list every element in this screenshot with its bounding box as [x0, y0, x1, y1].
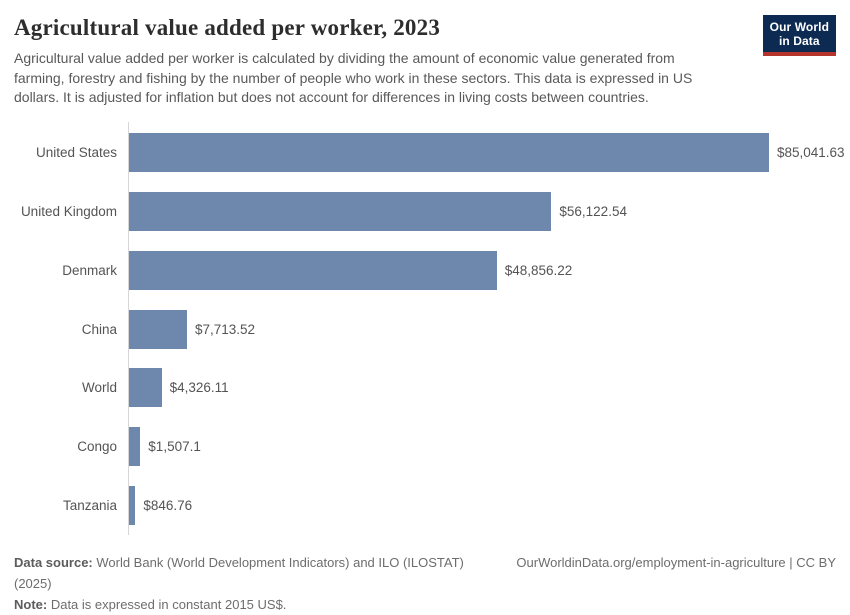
bar-area: $56,122.54 — [129, 192, 836, 232]
bar-value-label: $846.76 — [143, 497, 193, 513]
bar-chart: United States $85,041.63 United Kingdom $56… — [14, 121, 845, 535]
bar-row: United Kingdom $56,122.54 — [14, 182, 836, 241]
bar-category-label: World — [81, 380, 117, 396]
bar-rect[interactable] — [129, 485, 136, 525]
footer-note-row: Note: Data is expressed in constant 2015… — [14, 594, 836, 615]
owid-logo: Our World in Data — [762, 15, 836, 56]
note-label: Note: — [14, 596, 48, 612]
bar-row: Congo $1,507.1 — [14, 417, 836, 476]
chart-subtitle: Agricultural value added per worker is c… — [14, 50, 693, 105]
bar-area: $7,713.52 — [129, 309, 836, 349]
header: Agricultural value added per worker, 202… — [14, 13, 836, 108]
bar-value-label: $56,122.54 — [559, 204, 627, 220]
bar-rect[interactable] — [129, 250, 497, 290]
chart-page: Agricultural value added per worker, 202… — [0, 13, 850, 615]
bar-area: $48,856.22 — [129, 250, 836, 290]
bar-category-label: United Kingdom — [20, 204, 117, 220]
note-value: Data is expressed in constant 2015 US$. — [47, 596, 287, 612]
bar-rect[interactable] — [129, 133, 769, 173]
bar-category-label: Denmark — [62, 262, 117, 278]
owid-logo-line1: Our World — [769, 20, 829, 34]
bar-area: $1,507.1 — [129, 426, 836, 466]
bar-value-label: $1,507.1 — [148, 438, 201, 454]
bar-row: United States $85,041.63 — [14, 124, 845, 183]
header-text: Agricultural value added per worker, 202… — [14, 13, 728, 108]
bar-area: $85,041.63 — [129, 133, 845, 173]
bar-area: $4,326.11 — [129, 368, 836, 408]
bar-area: $846.76 — [129, 485, 836, 525]
bar-rect[interactable] — [129, 426, 141, 466]
bar-rect[interactable] — [129, 309, 187, 349]
bar-rect[interactable] — [129, 192, 552, 232]
attribution-link: OurWorldinData.org/employment-in-agricul… — [516, 554, 836, 570]
chart-title: Agricultural value added per worker, 202… — [14, 15, 441, 40]
bar-value-label: $85,041.63 — [777, 145, 845, 161]
bar-rows: United States $85,041.63 United Kingdom $56… — [14, 124, 845, 535]
bar-rect[interactable] — [129, 368, 162, 408]
data-source-text: Data source: World Bank (World Developme… — [14, 552, 500, 594]
bar-row: Tanzania $846.76 — [14, 476, 836, 535]
bar-row: World $4,326.11 — [14, 358, 836, 417]
bar-row: Denmark $48,856.22 — [14, 241, 836, 300]
data-source-value: World Bank (World Development Indicators… — [14, 554, 464, 591]
bar-category-label: Tanzania — [62, 497, 117, 513]
owid-logo-line2: in Data — [778, 34, 820, 48]
y-axis-line — [128, 121, 129, 535]
footer: Data source: World Bank (World Developme… — [14, 552, 836, 615]
bar-value-label: $7,713.52 — [195, 321, 256, 337]
bar-value-label: $48,856.22 — [504, 262, 573, 278]
data-source-label: Data source: — [14, 554, 93, 570]
bar-value-label: $4,326.11 — [169, 380, 229, 396]
bar-category-label: United States — [35, 145, 117, 161]
footer-source-row: Data source: World Bank (World Developme… — [14, 552, 836, 594]
bar-category-label: China — [81, 321, 117, 337]
bar-row: China $7,713.52 — [14, 300, 836, 359]
bar-category-label: Congo — [77, 438, 117, 454]
